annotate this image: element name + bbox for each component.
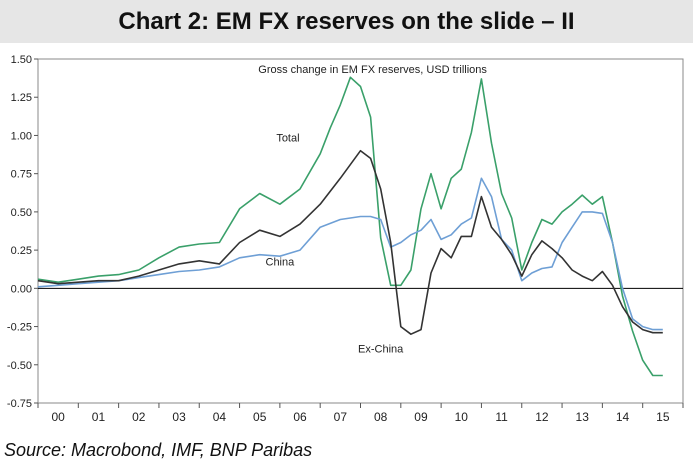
chart-title: Chart 2: EM FX reserves on the slide – I… (118, 7, 575, 35)
series-line-ex-china (37, 149, 663, 336)
x-tick-label: 10 (455, 410, 469, 424)
y-tick-label: -0.75 (7, 398, 32, 410)
x-tick-label: 14 (616, 410, 630, 424)
x-tick-label: 05 (253, 410, 267, 424)
y-tick-label: 1.25 (11, 92, 32, 104)
y-tick-label: 0.25 (11, 245, 32, 257)
series-label-china: China (266, 256, 296, 268)
x-tick-label: 01 (92, 410, 106, 424)
source-note: Source: Macrobond, IMF, BNP Paribas (4, 440, 313, 460)
x-tick-label: 08 (374, 410, 388, 424)
x-tick-label: 15 (656, 410, 670, 424)
series-line-china (37, 177, 663, 331)
y-tick-label: 0.75 (11, 169, 32, 181)
series-label-total: Total (276, 133, 299, 145)
y-tick-label: -0.25 (7, 322, 32, 334)
series-label-ex-china: Ex-China (358, 344, 404, 356)
y-tick-label: 0.00 (11, 283, 32, 295)
x-tick-label: 06 (293, 410, 307, 424)
chart-frame: 1.50 1.25 1.00 0.75 0.50 0.25 0.00 -0.25 -0.50 -0… (0, 43, 693, 438)
title-bar: Chart 2: EM FX reserves on the slide – I… (0, 0, 693, 43)
line-chart: 1.50 1.25 1.00 0.75 0.50 0.25 0.00 -0.25 -0.50 -0… (7, 54, 684, 424)
x-tick-label: 03 (172, 410, 186, 424)
x-tick-label: 11 (495, 410, 508, 424)
y-tick-label: -0.50 (7, 360, 32, 372)
x-tick-label: 09 (414, 410, 428, 424)
x-tick-label: 00 (51, 410, 65, 424)
series-line-total (37, 76, 663, 377)
y-tick-label: 0.50 (11, 207, 32, 219)
x-tick-label: 02 (132, 410, 146, 424)
x-tick-label: 04 (213, 410, 227, 424)
x-tick-label: 12 (535, 410, 549, 424)
chart-subtitle: Gross change in EM FX reserves, USD tril… (258, 64, 487, 76)
y-tick-label: 1.50 (11, 54, 32, 66)
y-tick-label: 1.00 (11, 130, 32, 142)
x-tick-label: 13 (576, 410, 590, 424)
x-tick-label: 07 (334, 410, 348, 424)
